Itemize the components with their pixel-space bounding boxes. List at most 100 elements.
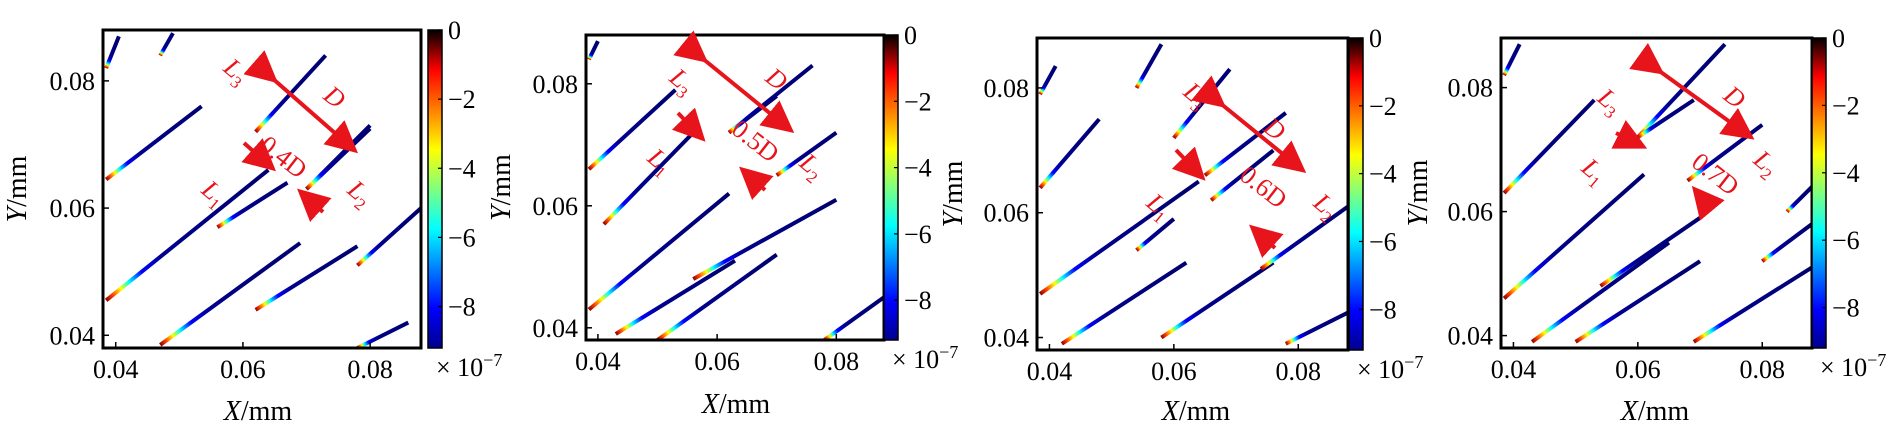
colorbar-tick-label: 0 (1369, 24, 1382, 53)
y-tick-label: 0.06 (533, 192, 579, 221)
crack-segment (1160, 260, 1275, 340)
distance-arrow (1191, 75, 1307, 174)
crack-segment (1284, 310, 1349, 346)
colorbar (1811, 37, 1827, 349)
crack-segment (356, 320, 410, 350)
colorbar-tick-label: −8 (1832, 294, 1860, 323)
crack-segment (614, 258, 737, 336)
colorbar-tick-label: −4 (448, 154, 476, 183)
label-D: D (760, 61, 794, 96)
colorbar-multiplier: × 10−7 (436, 350, 502, 382)
label-ratio: 0.5D (726, 114, 784, 168)
colorbar-tick-label: −4 (1369, 160, 1397, 189)
crack-segment (775, 130, 838, 177)
label-D: D (318, 79, 352, 114)
y-tick-label: 0.08 (984, 74, 1030, 103)
colorbar-multiplier-exponent: −7 (939, 342, 958, 362)
x-tick-label: 0.04 (1027, 357, 1073, 386)
x-tick-label: 0.08 (1275, 357, 1321, 386)
chart-panel-3: 0.04 0.06 0.080.040.060.08X/mmY/mm0−2−4−6−… (938, 24, 1423, 427)
label-L3: L3 (1589, 82, 1629, 123)
y-tick-label: 0.06 (50, 194, 96, 223)
crack-segment (1692, 265, 1814, 344)
crack-segment (1060, 260, 1188, 346)
x-axis-variable: X (223, 396, 242, 427)
chart-panel-1: 0.04 0.06 0.080.040.060.08X/mmY/mm0−2−4−6−… (2, 16, 502, 427)
colorbar-multiplier: × 10−7 (892, 342, 958, 374)
colorbar-tick-label: −8 (1369, 295, 1397, 324)
crack-segment (1761, 222, 1814, 263)
gap-arrow-lower (1691, 185, 1725, 221)
crack-segment (1038, 117, 1101, 190)
x-tick-label: 0.06 (1615, 355, 1661, 384)
label-D: D (1258, 111, 1292, 146)
x-axis-unit: /mm (1179, 396, 1231, 427)
y-axis-unit: /mm (2, 155, 33, 207)
y-axis-variable: Y (938, 208, 969, 227)
colorbar-tick-label: −8 (904, 286, 932, 315)
colorbar-multiplier-base: × 10 (436, 353, 483, 382)
crack-segment (587, 88, 677, 171)
crack-segment (587, 40, 600, 61)
crack-segment (1038, 179, 1200, 296)
plot-frame (1035, 36, 1350, 352)
x-tick-label: 0.06 (694, 347, 740, 376)
gap-arrow-lower (1249, 224, 1284, 258)
colorbar-tick-label: −2 (448, 85, 476, 114)
y-tick-label: 0.04 (984, 324, 1030, 353)
colorbar-tick-label: −6 (904, 220, 932, 249)
crack-segment (587, 192, 731, 312)
label-L2: L2 (791, 147, 831, 188)
crack-segment (104, 104, 203, 182)
colorbar-tick-label: −2 (1832, 91, 1860, 120)
crack-segment (1785, 185, 1814, 214)
colorbar-tick-label: 0 (448, 16, 461, 45)
gap-arrow-upper (1611, 119, 1648, 149)
crack-segment (356, 206, 423, 267)
x-axis-unit: /mm (719, 389, 771, 420)
x-tick-label: 0.08 (1739, 355, 1785, 384)
chart-panel-4: 0.04 0.06 0.080.040.060.08X/mmY/mm0−2−4−6−… (1403, 24, 1886, 427)
colorbar (883, 34, 899, 341)
colorbar-tick-label: 0 (904, 21, 917, 50)
gap-arrow-upper (1171, 146, 1206, 181)
crack-segment (104, 35, 121, 69)
colorbar-tick-label: −8 (448, 293, 476, 322)
y-axis-unit: /mm (486, 154, 517, 206)
crack-segment (1530, 240, 1671, 344)
colorbar-multiplier-exponent: −7 (1404, 352, 1423, 372)
x-tick-label: 0.06 (220, 355, 266, 384)
crack-segment (1599, 216, 1702, 288)
y-axis-unit: /mm (1403, 159, 1434, 211)
colorbar-tick-label: −2 (904, 87, 932, 116)
plot-frame (1499, 36, 1814, 350)
chart-panel-2: 0.04 0.06 0.080.040.060.08X/mmY/mm0−2−4−6−… (486, 21, 958, 420)
colorbar-tick-label: −4 (904, 154, 932, 183)
x-axis-variable: X (1161, 396, 1180, 427)
crack-segment (216, 180, 289, 229)
x-axis-label: X/mm (701, 389, 771, 420)
crack-segment (1502, 98, 1596, 195)
crack-segment (823, 295, 886, 342)
y-axis-label: Y/mm (938, 160, 969, 227)
crack-segment (1502, 43, 1522, 77)
colorbar-tick-label: −6 (448, 223, 476, 252)
crack-segment (1135, 217, 1176, 252)
colorbar (1348, 37, 1364, 351)
crack-segment (602, 131, 695, 226)
colorbar-multiplier-base: × 10 (1357, 355, 1404, 384)
label-ratio: 0.7D (1686, 147, 1744, 201)
colorbar-multiplier-base: × 10 (1820, 353, 1867, 382)
distance-arrow (1629, 42, 1755, 140)
y-axis-variable: Y (486, 202, 517, 221)
y-tick-label: 0.06 (1448, 198, 1494, 227)
y-axis-variable: Y (2, 203, 33, 222)
x-axis-unit: /mm (1638, 396, 1690, 427)
colorbar-multiplier: × 10−7 (1357, 352, 1423, 384)
y-tick-label: 0.08 (50, 67, 96, 96)
y-tick-label: 0.04 (533, 314, 579, 343)
plot-frame (584, 33, 886, 342)
gap-arrow-lower (739, 166, 774, 200)
colorbar-multiplier-base: × 10 (892, 345, 939, 374)
